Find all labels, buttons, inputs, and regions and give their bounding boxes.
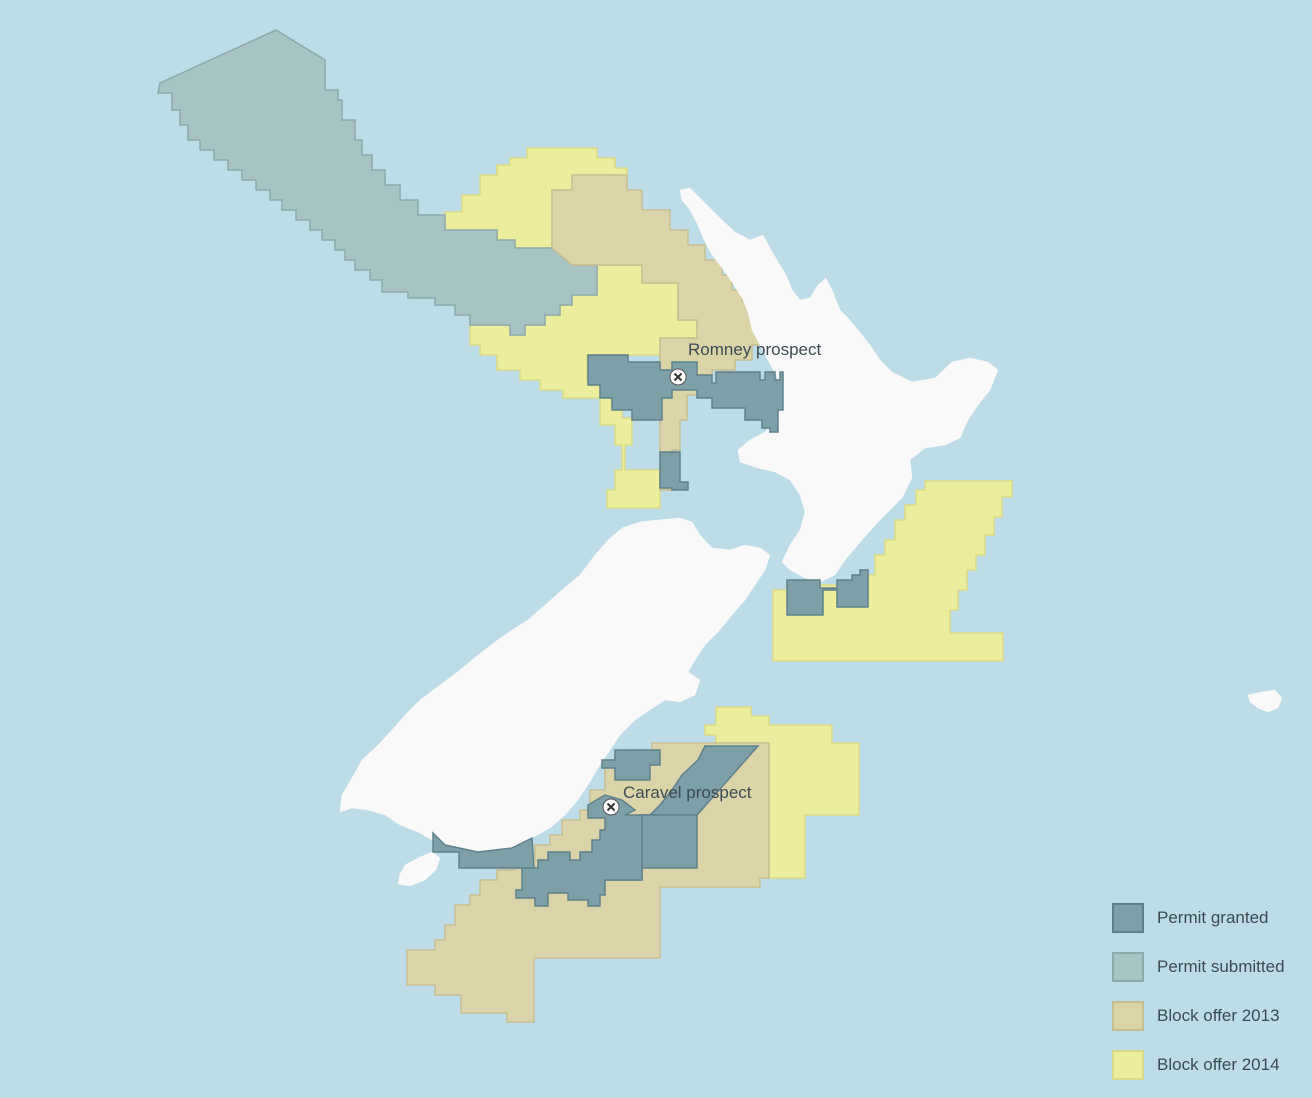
legend-item-block-offer-2014: Block offer 2014: [1112, 1049, 1307, 1081]
stewart-island: [397, 851, 441, 887]
x-mark: [673, 372, 683, 382]
romney-prospect-label: Romney prospect: [688, 340, 822, 359]
legend-item-permit-granted: Permit granted: [1112, 902, 1307, 934]
block-offer-2014-canterbury[interactable]: [704, 706, 860, 879]
permit-granted-north-block[interactable]: [601, 749, 661, 781]
romney-prospect-marker[interactable]: Romney prospect: [669, 340, 822, 386]
legend-swatch-permit-granted: [1112, 903, 1144, 933]
permit-granted-caravel[interactable]: [515, 794, 643, 907]
legend-label: Permit granted: [1157, 908, 1269, 927]
legend-swatch-permit-submitted: [1112, 952, 1144, 982]
legend-item-permit-submitted: Permit submitted: [1112, 951, 1307, 983]
legend-swatch-block-offer-2014: [1112, 1050, 1144, 1080]
caravel-prospect-marker[interactable]: Caravel prospect: [602, 783, 752, 816]
block-offer-2013-north[interactable]: [551, 174, 761, 491]
legend-label: Permit submitted: [1157, 957, 1285, 976]
permit-granted-east-coast[interactable]: [786, 569, 869, 616]
permit-granted-small-block[interactable]: [659, 451, 689, 491]
legend-item-block-offer-2013: Block offer 2013: [1112, 1000, 1307, 1032]
north-island: [679, 187, 999, 583]
permit-submitted-northwest[interactable]: [157, 29, 598, 336]
permit-granted-canterbury-square[interactable]: [641, 814, 698, 869]
permit-submitted-areas: [157, 29, 598, 336]
permit-granted-west-coast[interactable]: [432, 831, 535, 869]
legend-label: Block offer 2013: [1157, 1006, 1280, 1025]
chatham-islands: [1247, 689, 1283, 713]
permit-granted-taranaki[interactable]: [587, 354, 784, 433]
permit-granted-areas: [432, 354, 869, 907]
x-mark: [606, 802, 616, 812]
block-offer-2014-east-coast[interactable]: [772, 480, 1013, 662]
legend-swatch-block-offer-2013: [1112, 1001, 1144, 1031]
legend: Permit granted Permit submitted Block of…: [1112, 902, 1307, 1098]
caravel-prospect-label: Caravel prospect: [623, 783, 752, 802]
legend-label: Block offer 2014: [1157, 1055, 1280, 1074]
landmasses: [339, 187, 1283, 887]
